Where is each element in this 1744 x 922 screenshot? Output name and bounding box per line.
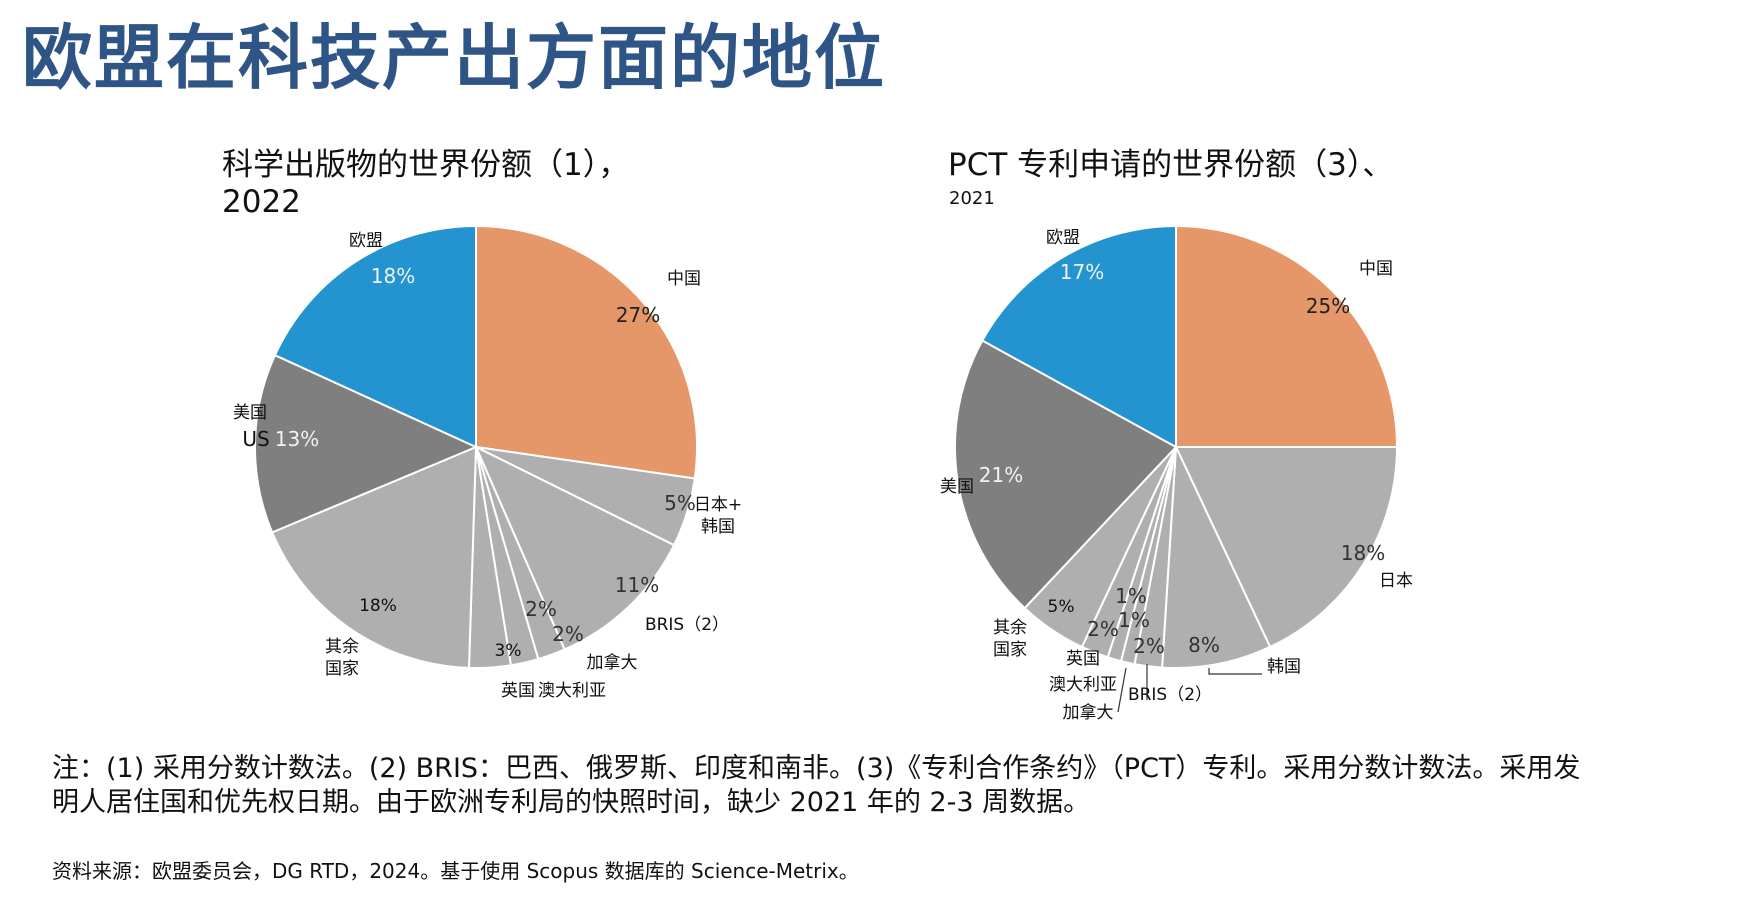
footnote: 注：(1) 采用分数计数法。(2) BRIS：巴西、俄罗斯、印度和南非。(3)《… — [52, 752, 1580, 820]
value-label-eu: 18% — [371, 264, 415, 288]
category-label-japan: 日本 — [1379, 571, 1413, 591]
category-label-australia: 澳大利亚 — [538, 681, 606, 701]
category-label-canada: 加拿大 — [587, 652, 638, 673]
value-label-jpkr: 5% — [664, 491, 696, 515]
category-label-bris: BRIS（2） — [1128, 685, 1212, 705]
value-label-uk: 2% — [1087, 617, 1119, 641]
leader-line-canada — [1117, 667, 1127, 713]
page-title: 欧盟在科技产出方面的地位 — [22, 17, 886, 99]
category-label-jpkr: 日本+韩国 — [694, 495, 742, 537]
category-label-china: 中国 — [1359, 259, 1393, 279]
value-label-china: 25% — [1306, 294, 1350, 318]
category-label-korea: 韩国 — [1267, 657, 1301, 677]
chart-title-patents: PCT 专利申请的世界份额（3）、 — [948, 147, 1394, 183]
footnote-line-2: 明人居住国和优先权日期。由于欧洲专利局的快照时间，缺少 2021 年的 2-3 … — [52, 787, 1091, 818]
value-label-japan: 18% — [1341, 541, 1385, 565]
footnote-line-1: 注：(1) 采用分数计数法。(2) BRIS：巴西、俄罗斯、印度和南非。(3)《… — [52, 753, 1581, 784]
pie-slice-rest — [270, 445, 478, 669]
value-label-eu: 17% — [1060, 260, 1104, 284]
category-label-china: 中国 — [667, 269, 701, 289]
category-label-bris: BRIS（2） — [645, 615, 729, 635]
value-label-bris: 11% — [615, 573, 659, 597]
pie-slice-eu — [273, 224, 477, 449]
pie-slice-eu — [980, 224, 1177, 449]
value-label-canada: 2% — [525, 597, 557, 621]
pie-slice-china — [475, 224, 698, 480]
value-label-australia: 2% — [552, 622, 584, 646]
pie-slices — [954, 224, 1399, 669]
value-label-bris: 2% — [1133, 634, 1165, 658]
pie-slice-us — [954, 339, 1178, 610]
value-label-korea: 8% — [1188, 633, 1220, 657]
category-label-us: 美国 — [940, 477, 974, 497]
category-label-us: 美国 — [233, 403, 267, 423]
category-label-australia: 澳大利亚 — [1049, 675, 1117, 695]
extra-label-us: US — [242, 427, 269, 451]
pie-slice-china — [1175, 224, 1399, 448]
value-label-us: 13% — [275, 427, 319, 451]
value-label-australia: 1% — [1115, 584, 1147, 608]
pie-slice-japan — [1174, 446, 1399, 649]
value-label-us: 21% — [979, 463, 1023, 487]
pie-slice-bris — [473, 444, 676, 651]
chart-subtitle-publications: 2022 — [222, 184, 301, 220]
value-label-canada: 1% — [1118, 608, 1150, 632]
category-label-uk: 英国 — [1066, 649, 1100, 669]
pie-slice-korea — [1161, 446, 1272, 669]
category-label-eu: 欧盟 — [349, 231, 383, 251]
category-label-rest: 其余国家 — [325, 637, 359, 679]
source-note: 资料来源：欧盟委员会，DG RTD，2024。基于使用 Scopus 数据库的 … — [52, 859, 859, 883]
category-label-uk: 英国 — [501, 681, 535, 701]
chart-title-publications: 科学出版物的世界份额（1）， — [222, 147, 630, 183]
category-label-rest: 其余国家 — [993, 618, 1027, 660]
value-label-china: 27% — [616, 303, 660, 327]
value-label-rest: 18% — [359, 596, 397, 616]
chart-subtitle-patents: 2021 — [949, 188, 995, 209]
category-label-canada: 加拿大 — [1063, 702, 1114, 723]
pie-slice-us — [254, 353, 479, 534]
pie-slices — [254, 224, 698, 669]
value-label-rest: 5% — [1048, 597, 1075, 617]
value-label-uk: 3% — [495, 641, 522, 661]
category-label-eu: 欧盟 — [1046, 228, 1080, 248]
leader-line-korea — [1208, 668, 1262, 675]
